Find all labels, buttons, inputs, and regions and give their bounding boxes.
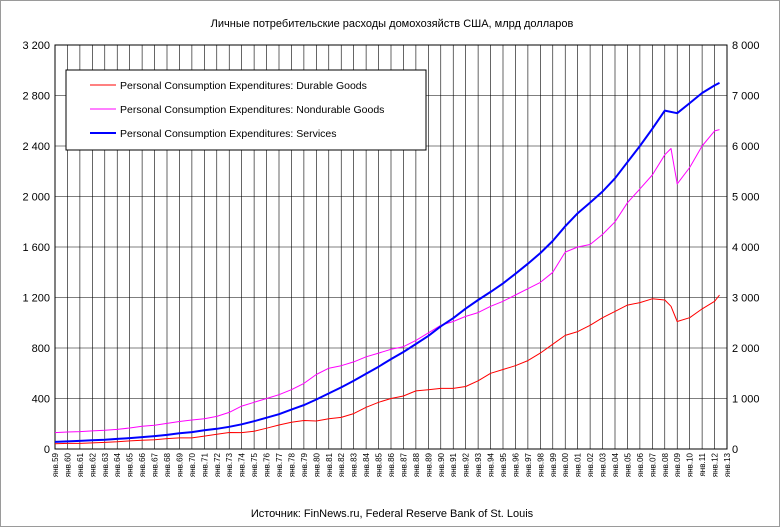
series-layer <box>54 82 720 445</box>
x-tick-label: янв.82 <box>337 452 346 477</box>
x-tick-label: янв.67 <box>151 452 160 477</box>
left-tick-label: 2 800 <box>22 91 50 103</box>
x-tick-label: янв.89 <box>424 452 433 477</box>
x-tick-label: янв.70 <box>188 452 197 477</box>
left-axis: 0 400 800 1 200 1 600 2 000 2 400 2 800 3 200 <box>22 40 50 456</box>
x-tick-label: янв.68 <box>163 452 172 477</box>
x-tick-label: янв.86 <box>387 452 396 477</box>
x-tick-label: янв.11 <box>698 452 707 476</box>
x-tick-label: янв.02 <box>586 452 595 477</box>
x-tick-label: янв.80 <box>312 452 321 477</box>
x-tick-label: янв.97 <box>524 452 533 477</box>
x-tick-label: янв.05 <box>623 452 632 477</box>
series-line-1 <box>54 294 720 445</box>
x-tick-label: янв.90 <box>437 452 446 477</box>
x-axis: янв.59 янв.60 янв.61 янв.62 янв.63 янв.64 янв.… <box>51 452 732 477</box>
x-tick-label: янв.03 <box>599 452 608 477</box>
right-tick-label: 1 000 <box>732 394 760 406</box>
x-tick-label: янв.95 <box>499 452 508 477</box>
x-tick-label: янв.59 <box>51 452 60 477</box>
x-tick-label: янв.79 <box>300 452 309 477</box>
x-tick-label: янв.72 <box>213 452 222 477</box>
x-tick-label: янв.04 <box>611 452 620 477</box>
x-tick-label: янв.10 <box>686 452 695 477</box>
x-tick-label: янв.91 <box>449 452 458 477</box>
x-tick-label: янв.96 <box>511 452 520 477</box>
right-tick-label: 8 000 <box>732 40 760 52</box>
x-tick-label: янв.73 <box>225 452 234 477</box>
x-tick-label: янв.92 <box>462 452 471 477</box>
right-tick-label: 4 000 <box>732 242 760 254</box>
chart-title: Личные потребительские расходы домохозяй… <box>211 18 574 30</box>
right-tick-label: 0 <box>732 444 738 456</box>
right-tick-label: 5 000 <box>732 192 760 204</box>
x-tick-label: янв.01 <box>574 452 583 477</box>
x-tick-label: янв.75 <box>250 452 259 477</box>
legend-label: Personal Consumption Expenditures: Servi… <box>120 128 337 140</box>
legend: Personal Consumption Expenditures: Durab… <box>65 69 427 151</box>
right-tick-label: 2 000 <box>732 343 760 355</box>
left-tick-label: 0 <box>44 444 50 456</box>
x-tick-label: янв.87 <box>399 452 408 477</box>
x-tick-label: янв.65 <box>126 452 135 477</box>
series-line-2 <box>54 129 720 434</box>
legend-label: Personal Consumption Expenditures: Durab… <box>120 80 367 92</box>
right-axis: 0 1 000 2 000 3 000 4 000 5 000 6 000 7 000 8 00… <box>732 40 760 456</box>
x-tick-label: янв.07 <box>648 452 657 477</box>
x-tick-label: янв.83 <box>350 452 359 477</box>
x-tick-label: янв.69 <box>175 452 184 477</box>
x-tick-label: янв.08 <box>661 452 670 477</box>
x-tick-label: янв.81 <box>325 452 334 477</box>
chart-source: Источник: FinNews.ru, Federal Reserve Ba… <box>251 508 534 520</box>
left-tick-label: 1 200 <box>22 293 50 305</box>
x-tick-label: янв.13 <box>723 452 732 477</box>
x-tick-label: янв.00 <box>561 452 570 477</box>
legend-box <box>65 69 427 151</box>
left-tick-label: 3 200 <box>22 40 50 52</box>
left-tick-label: 800 <box>32 343 50 355</box>
x-tick-label: янв.12 <box>711 452 720 477</box>
x-tick-label: янв.99 <box>549 452 558 477</box>
legend-label: Personal Consumption Expenditures: Nondu… <box>120 104 384 116</box>
x-tick-label: янв.06 <box>636 452 645 477</box>
x-tick-label: янв.62 <box>88 452 97 477</box>
left-tick-label: 1 600 <box>22 242 50 254</box>
right-tick-label: 3 000 <box>732 293 760 305</box>
x-tick-label: янв.78 <box>287 452 296 477</box>
right-tick-label: 6 000 <box>732 141 760 153</box>
left-tick-label: 2 000 <box>22 192 50 204</box>
left-tick-label: 400 <box>32 394 50 406</box>
x-tick-label: янв.85 <box>375 452 384 477</box>
x-tick-label: янв.61 <box>76 452 85 477</box>
x-tick-label: янв.98 <box>536 452 545 477</box>
x-tick-label: янв.77 <box>275 452 284 477</box>
x-tick-label: янв.93 <box>474 452 483 477</box>
x-tick-label: янв.60 <box>63 452 72 477</box>
x-tick-label: янв.74 <box>238 452 247 477</box>
right-tick-label: 7 000 <box>732 91 760 103</box>
x-tick-label: янв.66 <box>138 452 147 477</box>
x-tick-label: янв.88 <box>412 452 421 477</box>
x-tick-label: янв.64 <box>113 452 122 477</box>
x-tick-label: янв.09 <box>673 452 682 477</box>
x-tick-label: янв.71 <box>200 452 209 477</box>
x-tick-label: янв.84 <box>362 452 371 477</box>
x-tick-label: янв.76 <box>263 452 272 477</box>
x-tick-label: янв.94 <box>487 452 496 477</box>
x-tick-label: янв.63 <box>101 452 110 477</box>
left-tick-label: 2 400 <box>22 141 50 153</box>
series-line-3 <box>54 82 720 443</box>
